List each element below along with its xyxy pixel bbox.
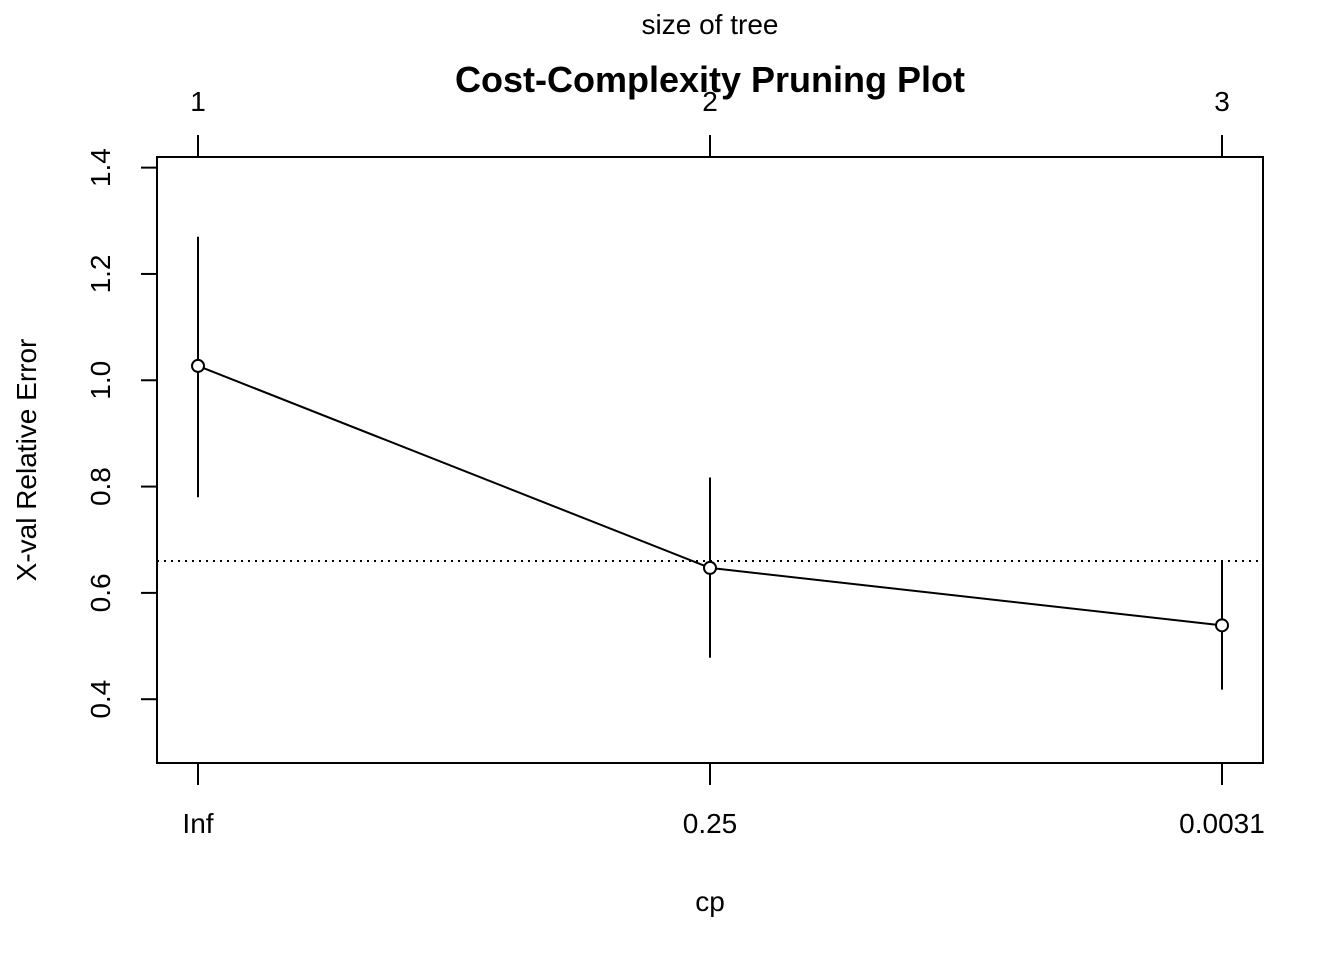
- y-tick-label: 1.0: [85, 361, 116, 400]
- y-tick-label: 0.8: [85, 467, 116, 506]
- y-tick-label: 0.6: [85, 573, 116, 612]
- top-axis-label: size of tree: [642, 9, 779, 40]
- y-tick-label: 1.4: [85, 148, 116, 187]
- top-axis: 1 2 3: [190, 86, 1230, 158]
- x-tick-label: 0.25: [683, 808, 738, 839]
- plot-frame: [156, 156, 1264, 764]
- top-tick-label: 3: [1214, 86, 1230, 117]
- x-tick-label: Inf: [182, 808, 213, 839]
- data-point: [703, 560, 717, 575]
- x-axis: Inf 0.25 0.0031: [182, 762, 1265, 839]
- chart-title: Cost-Complexity Pruning Plot: [455, 59, 965, 100]
- y-axis-label: X-val Relative Error: [11, 339, 42, 582]
- data-point: [1215, 618, 1229, 633]
- y-axis: 0.4 0.6 0.8 1.0 1.2 1.4: [85, 148, 158, 719]
- x-axis-label: cp: [695, 886, 725, 917]
- error-bars: [197, 236, 1223, 690]
- xerror-series: [191, 358, 1229, 633]
- x-tick-label: 0.0031: [1179, 808, 1265, 839]
- y-tick-label: 0.4: [85, 680, 116, 719]
- y-tick-label: 1.2: [85, 254, 116, 293]
- top-tick-label: 2: [702, 86, 718, 117]
- data-point: [191, 358, 205, 373]
- top-tick-label: 1: [190, 86, 206, 117]
